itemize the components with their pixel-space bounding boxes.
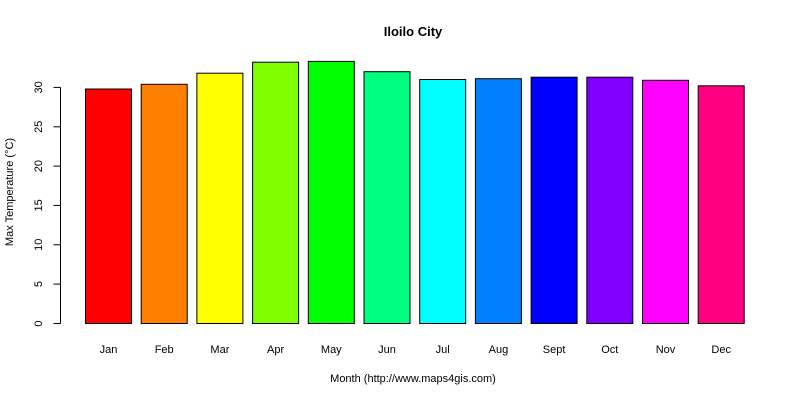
bar-jun xyxy=(363,71,411,324)
y-axis: 0 5 10 15 20 25 30 xyxy=(33,81,61,327)
bars-group xyxy=(85,60,745,325)
x-tick-label-apr: Apr xyxy=(267,344,284,356)
y-tick-label-25: 25 xyxy=(33,121,45,133)
bar-sept xyxy=(530,76,578,324)
bar-feb xyxy=(140,83,188,324)
y-axis-label: Max Temperature (°C) xyxy=(4,138,16,246)
bar-jan xyxy=(85,88,132,324)
x-tick-label-feb: Feb xyxy=(155,344,174,356)
y-tick-label-15: 15 xyxy=(33,199,45,211)
y-tick-label-30: 30 xyxy=(33,81,45,93)
x-axis-label: Month (http://www.maps4gis.com) xyxy=(330,373,496,385)
bar-aug xyxy=(474,78,522,324)
chart-title: Iloilo City xyxy=(384,24,443,39)
y-tick-label-10: 10 xyxy=(33,239,45,251)
x-axis-tick-labels: Jan Feb Mar Apr May Jun Jul Aug Sept Oct Nov Dec xyxy=(100,344,732,356)
bar-mar xyxy=(196,72,244,324)
x-tick-label-aug: Aug xyxy=(489,344,509,356)
x-tick-label-sept: Sept xyxy=(543,344,566,356)
x-tick-label-jan: Jan xyxy=(100,344,118,356)
x-tick-label-nov: Nov xyxy=(656,344,676,356)
x-tick-label-jun: Jun xyxy=(378,344,396,356)
y-tick-label-0: 0 xyxy=(33,320,45,326)
bar-oct xyxy=(586,76,634,324)
bar-apr xyxy=(252,61,300,324)
x-tick-label-dec: Dec xyxy=(711,344,731,356)
y-tick-label-20: 20 xyxy=(33,160,45,172)
bar-jul xyxy=(419,79,467,324)
x-tick-label-oct: Oct xyxy=(601,344,618,356)
bar-nov xyxy=(642,79,689,324)
x-tick-label-mar: Mar xyxy=(210,344,229,356)
bar-may xyxy=(307,60,355,325)
bar-dec xyxy=(697,85,745,324)
x-tick-label-may: May xyxy=(321,344,342,356)
y-tick-label-5: 5 xyxy=(33,281,45,287)
x-tick-label-jul: Jul xyxy=(436,344,450,356)
